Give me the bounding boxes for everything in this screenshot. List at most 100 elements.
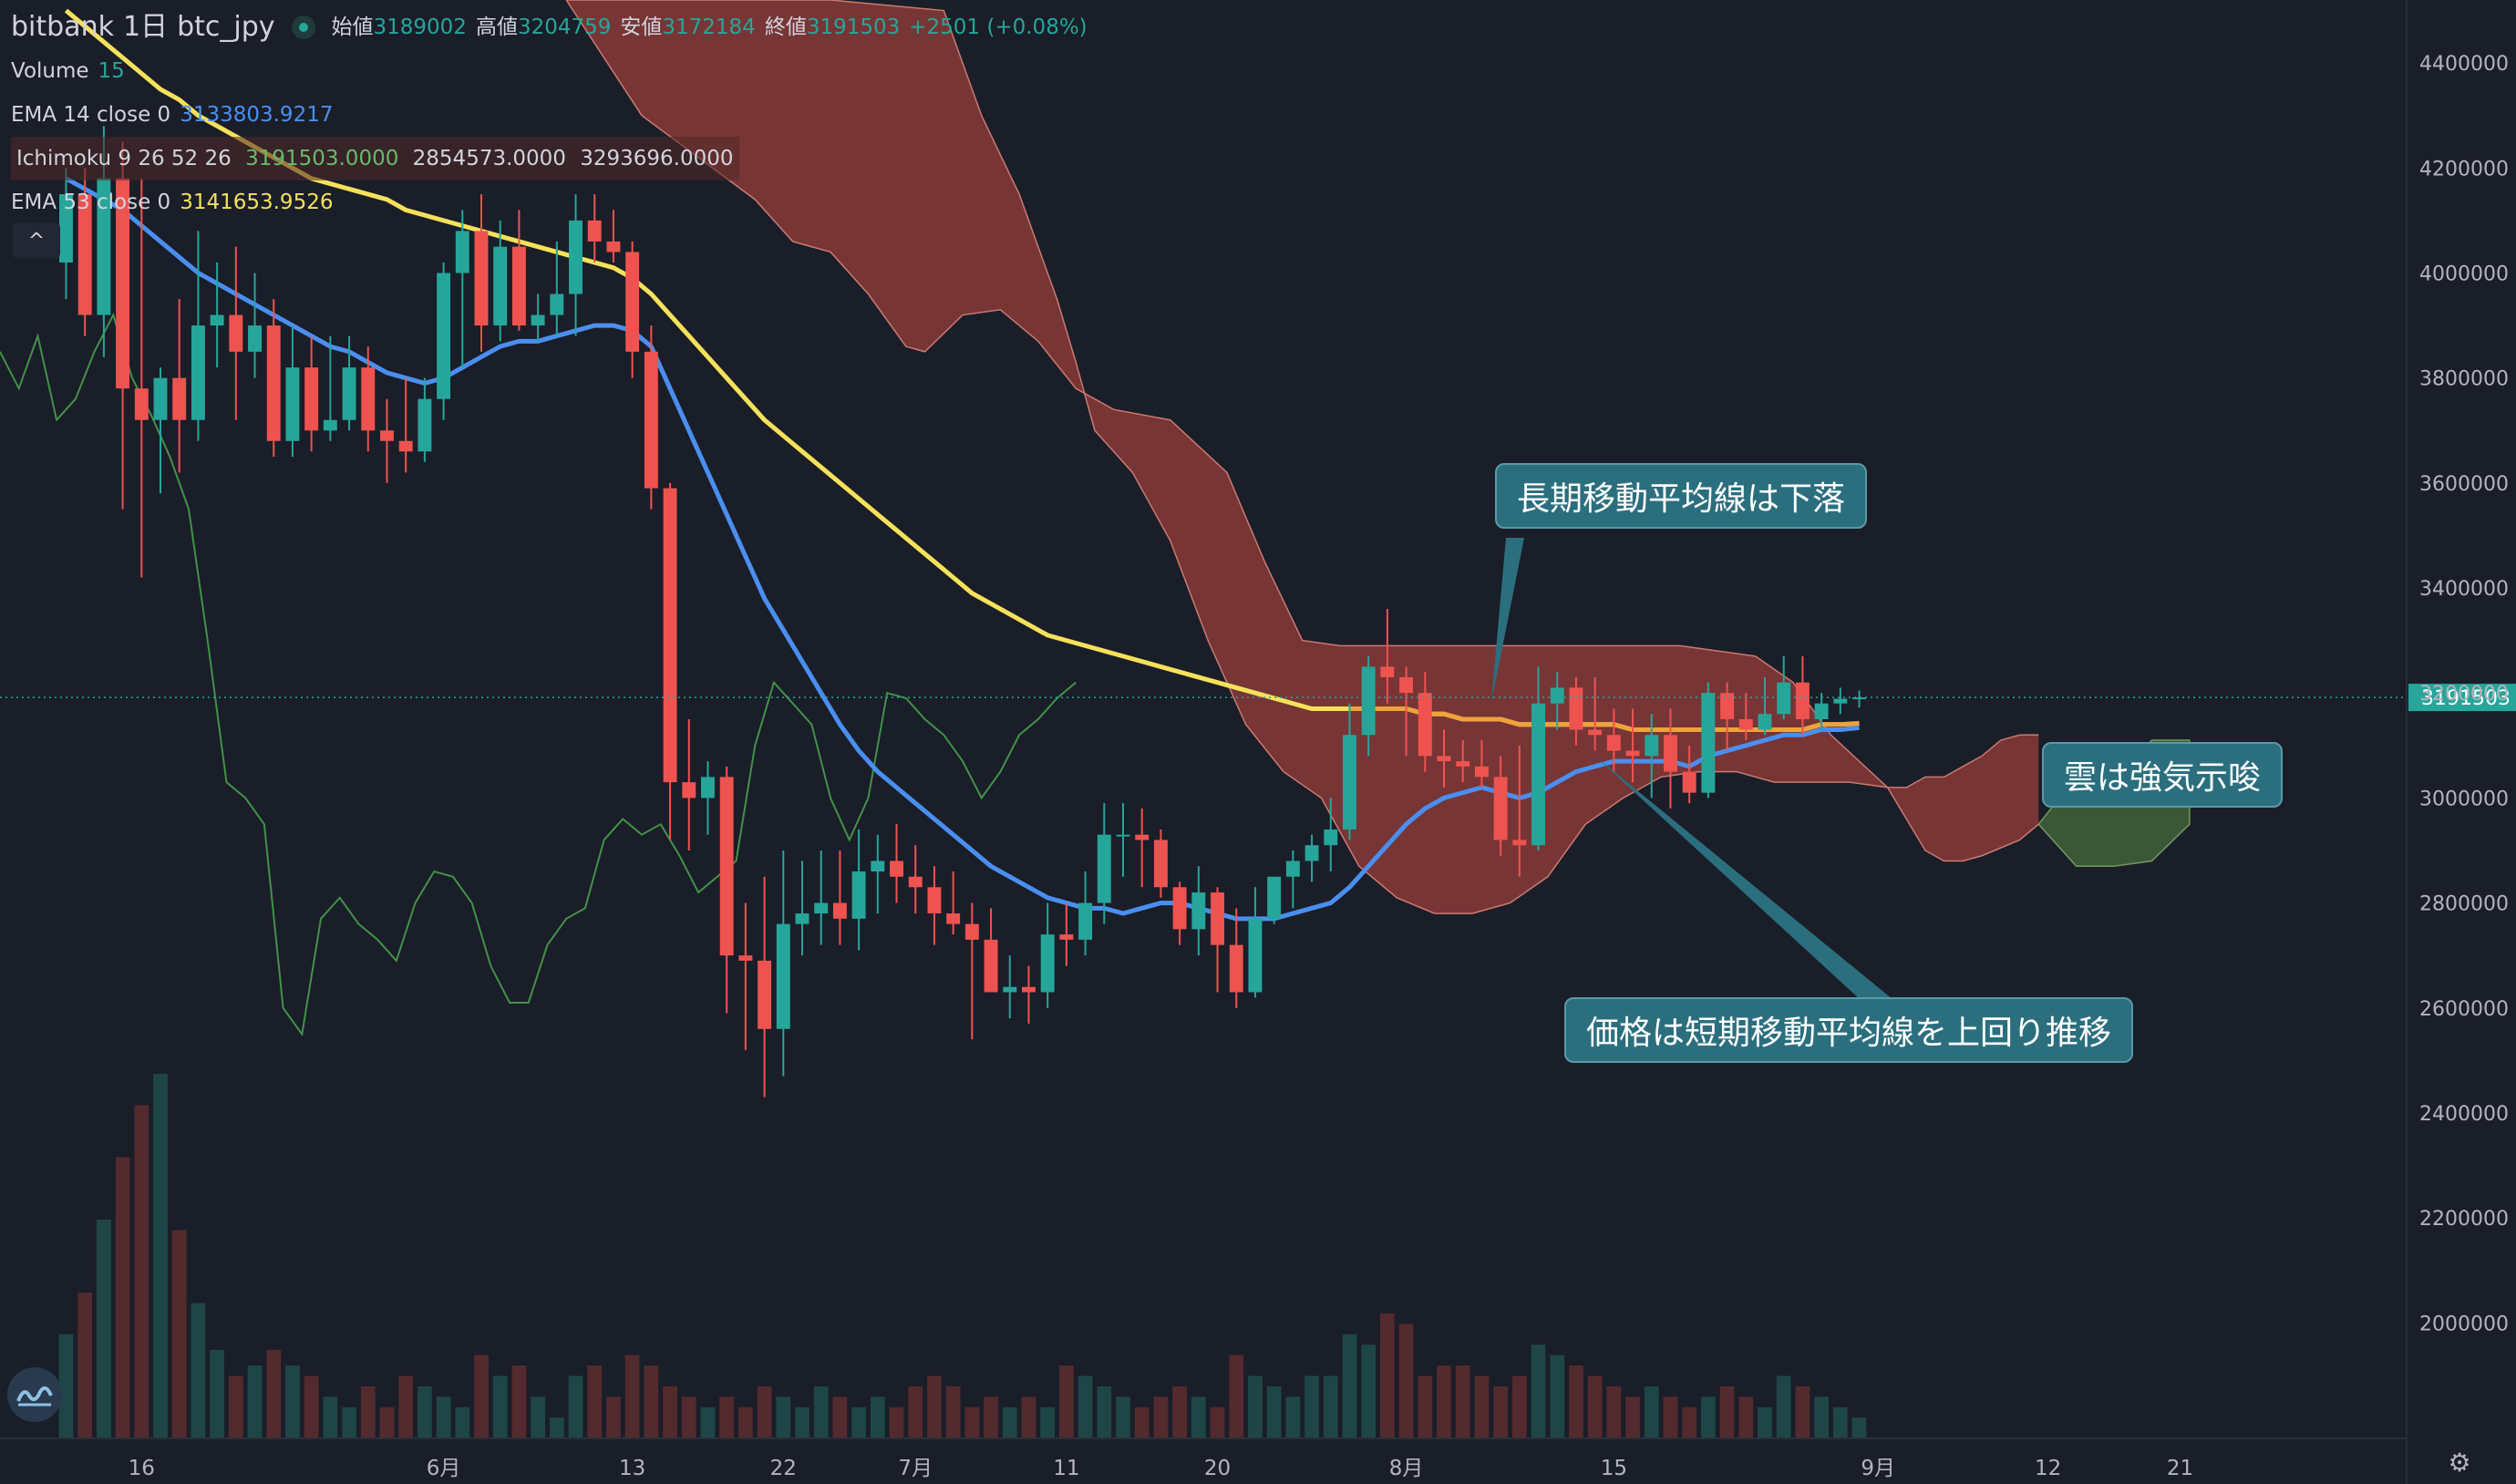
candle-body <box>1664 735 1677 772</box>
volume-bar <box>1587 1376 1603 1438</box>
candle <box>946 871 961 935</box>
volume-bar <box>1210 1407 1225 1438</box>
volume-bar <box>1059 1365 1074 1438</box>
ema53-legend[interactable]: EMA 53 close 0 3141653.9526 <box>11 180 1088 224</box>
candle-body <box>1324 829 1338 846</box>
candle <box>1078 871 1093 956</box>
candle-body <box>606 241 621 252</box>
candle-body <box>1116 834 1130 837</box>
candle <box>1324 798 1338 872</box>
volume-legend[interactable]: Volume 15 <box>11 49 1088 93</box>
candle-body <box>1758 714 1772 730</box>
change-value: +2501 (+0.08%) <box>909 15 1088 39</box>
candle <box>1606 708 1621 772</box>
volume-bar <box>1738 1396 1754 1438</box>
candle-body <box>511 246 526 326</box>
candle <box>1720 682 1735 751</box>
candle-body <box>1625 750 1640 757</box>
ichimoku-label: Ichimoku 9 26 52 26 <box>16 147 232 170</box>
candle <box>1777 655 1791 719</box>
ema53-line <box>64 8 1860 733</box>
time-tick-label: 16 <box>129 1457 155 1480</box>
candle <box>1399 666 1414 757</box>
candle-body <box>701 777 715 799</box>
candle <box>1418 672 1432 772</box>
candle <box>701 761 715 835</box>
candle <box>1550 672 1564 730</box>
legend-collapse-button[interactable]: ^ <box>13 222 60 259</box>
chevron-up-icon: ^ <box>27 229 46 252</box>
candle-body <box>1229 944 1243 993</box>
price-tick-label: 4200000 <box>2419 158 2509 180</box>
price-tick-label: 2600000 <box>2419 998 2509 1021</box>
candle-body <box>738 955 753 961</box>
volume-bar <box>757 1386 772 1438</box>
candle <box>890 824 903 903</box>
candle <box>1758 676 1772 736</box>
volume-bar <box>1474 1376 1490 1438</box>
market-status-icon <box>291 15 315 39</box>
candle <box>1645 714 1659 799</box>
senkou-span-a-line <box>565 0 2039 862</box>
candle-body <box>1645 735 1659 757</box>
close-label: 終値 <box>764 15 807 39</box>
volume-bar <box>153 1074 168 1438</box>
exchange-name[interactable]: bitbank <box>11 11 114 43</box>
candle-body <box>1738 719 1753 730</box>
tradingview-logo-icon[interactable] <box>7 1367 62 1422</box>
volume-bar <box>832 1396 848 1438</box>
time-tick-label: 21 <box>2167 1457 2193 1480</box>
volume-bar <box>436 1396 451 1438</box>
candle-body <box>795 913 809 924</box>
volume-bar <box>1172 1386 1187 1438</box>
candle-body <box>210 314 224 326</box>
candle <box>795 861 809 956</box>
volume-bar <box>1323 1376 1338 1438</box>
candle-body <box>531 314 545 326</box>
volume-bar <box>1606 1386 1622 1438</box>
ema53-label: EMA 53 close 0 <box>11 191 171 214</box>
candle <box>1040 902 1055 1008</box>
ichimoku-legend[interactable]: Ichimoku 9 26 52 26 3191503.0000 2854573… <box>11 137 1088 180</box>
candle-body <box>871 861 885 872</box>
candle-body <box>964 923 979 940</box>
volume-bar <box>813 1386 829 1438</box>
candle <box>587 194 602 263</box>
candle-body <box>644 351 658 489</box>
logo-glyph <box>16 1386 53 1407</box>
candle-body <box>1588 729 1603 736</box>
volume-bar <box>1663 1396 1678 1438</box>
candle <box>455 210 469 368</box>
ema14-legend[interactable]: EMA 14 close 0 3133803.9217 <box>11 93 1088 137</box>
volume-label: Volume <box>11 59 89 83</box>
candle-body <box>398 440 413 452</box>
volume-bar <box>1285 1396 1301 1438</box>
candle-body <box>1361 666 1376 736</box>
candle <box>398 377 413 473</box>
volume-bar <box>455 1407 470 1438</box>
pair-name[interactable]: btc_jpy <box>177 11 275 43</box>
price-axis[interactable]: 2000000 2200000 2400000 2600000 2800000 30000… <box>2419 53 2509 1335</box>
volume-bar <box>927 1376 942 1438</box>
interval-label[interactable]: 1日 <box>122 11 169 43</box>
volume-bar <box>776 1396 791 1438</box>
volume-bar <box>1418 1376 1433 1438</box>
volume-bar <box>171 1230 187 1438</box>
time-axis[interactable]: 16 6月 13 22 7月 11 20 8月 15 9月 12 21 <box>129 1457 2194 1480</box>
volume-bar <box>1398 1324 1414 1438</box>
price-tick-label: 3400000 <box>2419 578 2509 601</box>
price-pointer <box>1594 756 1892 999</box>
candle-body <box>1456 761 1470 767</box>
volume-bars <box>58 1074 1867 1438</box>
candle-body <box>1267 876 1282 919</box>
volume-bar <box>1304 1376 1319 1438</box>
volume-bar <box>77 1293 93 1438</box>
candle-body <box>1078 902 1093 940</box>
price-tick-label: 2400000 <box>2419 1103 2509 1126</box>
gear-icon[interactable]: ⚙ <box>2448 1448 2471 1478</box>
volume-bar <box>1569 1365 1583 1438</box>
candle <box>437 262 451 420</box>
open-value: 3189002 <box>373 15 467 39</box>
candle-body <box>77 194 92 315</box>
candle <box>1664 708 1677 809</box>
